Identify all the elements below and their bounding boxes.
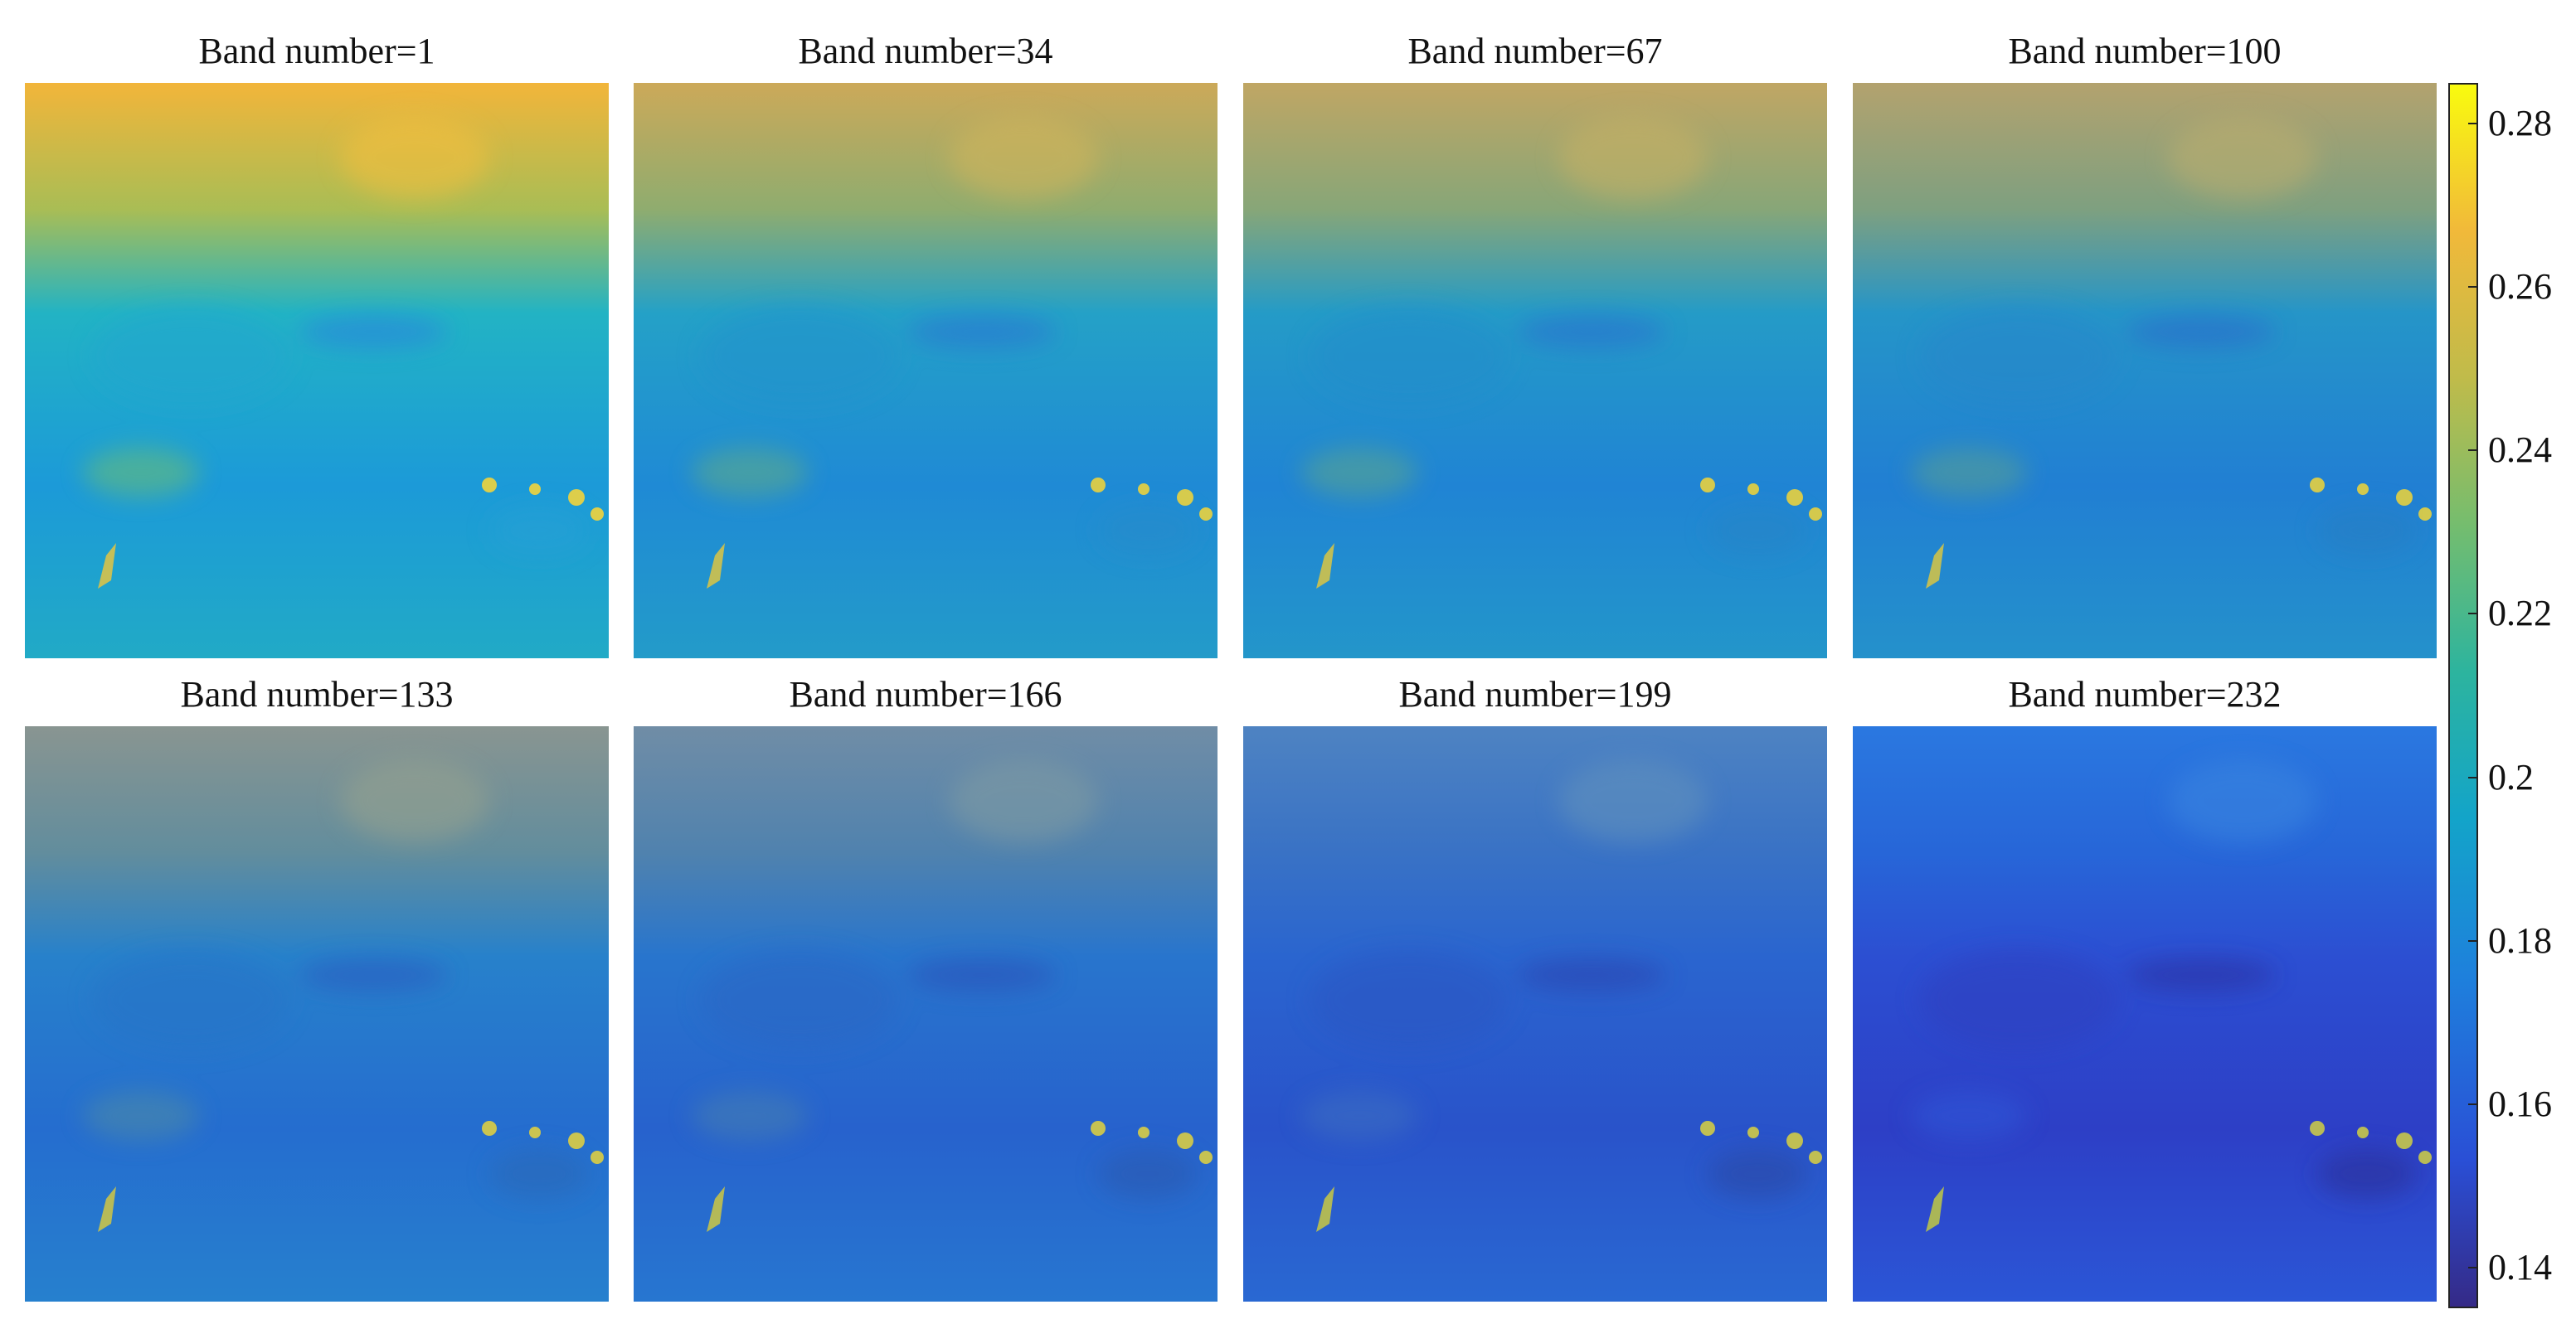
- colorbar-tick-mark: [2468, 776, 2476, 778]
- band-panel-title: Band number=1: [198, 31, 435, 71]
- reflectance-map-image: [1243, 726, 1827, 1302]
- reflectance-map-image: [25, 726, 609, 1302]
- colorbar-tick-mark: [2468, 1266, 2476, 1268]
- reflectance-map-image: [25, 83, 609, 658]
- band-panel-title: Band number=232: [2008, 674, 2282, 715]
- band-panel-title: Band number=34: [798, 31, 1053, 71]
- colorbar-tick-label: 0.18: [2488, 919, 2552, 961]
- colorbar-tick-mark: [2468, 286, 2476, 289]
- colorbar-tick-label: 0.26: [2488, 266, 2552, 308]
- reflectance-map-image: [1243, 83, 1827, 658]
- reflectance-map-image: [634, 83, 1218, 658]
- band-panel-title: Band number=100: [2008, 31, 2282, 71]
- colorbar-tick-label: 0.2: [2488, 756, 2534, 798]
- colorbar-tick-label: 0.16: [2488, 1083, 2552, 1124]
- colorbar-tick-label: 0.22: [2488, 593, 2552, 634]
- colorbar-tick-label: 0.14: [2488, 1246, 2552, 1288]
- band-panel-title: Band number=133: [180, 674, 454, 715]
- band-panel-title: Band number=67: [1407, 31, 1663, 71]
- colorbar-tick-mark: [2468, 123, 2476, 125]
- colorbar-gradient: [2450, 85, 2476, 1307]
- band-panel-title: Band number=166: [789, 674, 1062, 715]
- colorbar-tick-mark: [2468, 1103, 2476, 1105]
- colorbar-tick-mark: [2468, 449, 2476, 452]
- colorbar: [2448, 83, 2478, 1308]
- colorbar-tick-label: 0.24: [2488, 429, 2552, 471]
- reflectance-map-image: [1853, 83, 2437, 658]
- reflectance-map-image: [1853, 726, 2437, 1302]
- colorbar-tick-mark: [2468, 613, 2476, 615]
- reflectance-map-image: [634, 726, 1218, 1302]
- colorbar-ticks: 0.28 0.26 0.24 0.22 0.2 0.18 0.16 0.14: [2468, 83, 2576, 1308]
- colorbar-tick-label: 0.28: [2488, 103, 2552, 144]
- band-panel-title: Band number=199: [1398, 674, 1672, 715]
- colorbar-tick-mark: [2468, 939, 2476, 942]
